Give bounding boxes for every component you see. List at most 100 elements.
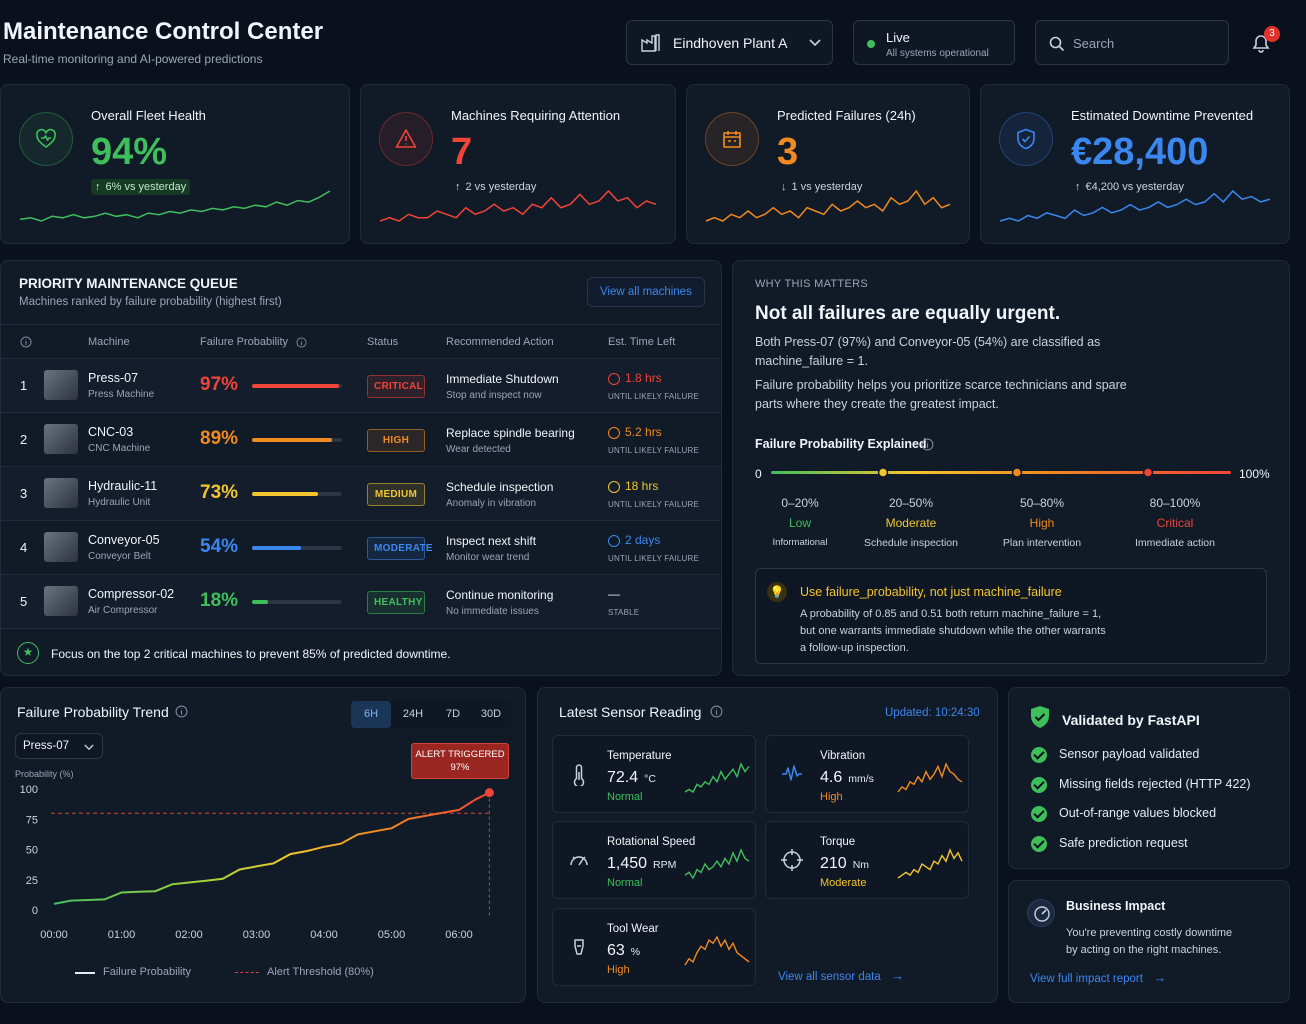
- alert-line-2: 97%: [450, 762, 470, 773]
- live-sub: All systems operational: [886, 48, 989, 59]
- impact-report-link[interactable]: View full impact report →: [1030, 969, 1166, 987]
- kpi-delta-text: 2 vs yesterday: [465, 181, 537, 193]
- status-badge: CRITICAL: [367, 375, 425, 398]
- time-left: 2 days: [625, 533, 661, 547]
- sensor-state: Normal: [607, 791, 643, 803]
- sensor-card[interactable]: Temperature 72.4 °C Normal: [552, 735, 756, 813]
- machine-select-value: Press-07: [23, 740, 70, 752]
- table-row[interactable]: 3 Hydraulic-11 Hydraulic Unit 73% MEDIUM Sche…: [1, 466, 721, 520]
- tip-title: Use failure_probability, not just machin…: [800, 585, 1062, 599]
- band-name: High: [1029, 516, 1055, 530]
- queue-title: PRIORITY MAINTENANCE QUEUE: [19, 276, 238, 291]
- table-row[interactable]: 5 Compressor-02 Air Compressor 18% HEALTHY Co…: [1, 574, 721, 628]
- view-all-sensors-link[interactable]: View all sensor data →: [778, 967, 904, 985]
- search-input[interactable]: Search: [1035, 20, 1229, 65]
- col-machine: Machine: [88, 336, 130, 348]
- check-circle-icon: [1031, 747, 1047, 763]
- machine-type: Air Compressor: [88, 605, 158, 616]
- check-circle-icon: [1031, 776, 1047, 793]
- alert-point[interactable]: [484, 788, 494, 798]
- machine-name: Compressor-02: [88, 587, 175, 601]
- validation-item: Sensor payload validated: [1031, 746, 1281, 766]
- sensor-reading: 63%: [607, 942, 640, 960]
- sensor-card[interactable]: Rotational Speed 1,450 RPM Normal: [552, 821, 756, 899]
- band-desc: Informational: [772, 537, 828, 548]
- validated-panel: Validated by FastAPI Sensor payload vali…: [1008, 687, 1290, 869]
- kpi-delta: ↑ 6% vs yesterday: [91, 179, 191, 195]
- speedometer-icon: [570, 856, 588, 866]
- sensor-state: High: [607, 964, 630, 976]
- queue-header-row: Machine Failure Probability Status Recom…: [1, 324, 721, 358]
- time-left-sub: STABLE: [608, 608, 640, 617]
- sensor-card[interactable]: Tool Wear 63% High: [552, 908, 756, 986]
- impact-panel: Business Impact You're preventing costly…: [1008, 880, 1290, 1003]
- explained-title: Failure Probability Explained: [755, 437, 927, 451]
- row-rank: 3: [20, 486, 28, 501]
- table-row[interactable]: 4 Conveyor-05 Conveyor Belt 54% MODERATE Insp…: [1, 520, 721, 574]
- kpi-sparkline: [19, 190, 331, 222]
- band-name: Low: [788, 516, 811, 530]
- validation-item: Missing fields rejected (HTTP 422): [1031, 776, 1281, 796]
- failure-probability: 97%: [200, 374, 239, 395]
- range-tab-24h[interactable]: 24H: [402, 708, 424, 720]
- scale-marker-80: [1142, 467, 1154, 478]
- delta-arrow-icon: ↑: [455, 181, 461, 193]
- sensor-card[interactable]: Torque 210 Nm Moderate: [765, 821, 969, 899]
- kpi-value: 3: [777, 131, 799, 173]
- impact-line-2: by acting on the right machines.: [1066, 944, 1222, 956]
- chevron-down-icon: [809, 39, 821, 47]
- info-icon: [710, 705, 723, 718]
- kpi-delta-text: 1 vs yesterday: [791, 181, 863, 193]
- range-tab-6h[interactable]: 6H: [351, 701, 391, 728]
- sensor-card[interactable]: Vibration 4.6 mm/s High: [765, 735, 969, 813]
- view-all-sensors-label: View all sensor data: [778, 971, 881, 983]
- delta-arrow-icon: ↓: [781, 181, 787, 193]
- info-icon: [20, 336, 32, 348]
- sensor-value: 72.4: [607, 769, 639, 786]
- machine-name: Hydraulic-11: [88, 479, 158, 493]
- range-tab-30d[interactable]: 30D: [480, 708, 502, 720]
- page-title: Maintenance Control Center: [3, 18, 324, 45]
- sensor-reading: 4.6 mm/s: [820, 769, 874, 787]
- view-all-machines-button[interactable]: View all machines: [587, 277, 705, 307]
- time-left: 18 hrs: [625, 479, 659, 493]
- range-tab-7d[interactable]: 7D: [445, 708, 461, 720]
- sensor-sparkline: [684, 935, 750, 966]
- clock-icon: [608, 373, 620, 385]
- table-row[interactable]: 1 Press-07 Press Machine 97% CRITICAL Immedia…: [1, 358, 721, 412]
- sensor-state: Moderate: [820, 877, 867, 889]
- trend-title: Failure Probability Trend: [17, 704, 169, 720]
- impact-link-label: View full impact report: [1030, 973, 1143, 985]
- x-tick-label: 05:00: [378, 929, 406, 941]
- probability-bar: [252, 492, 342, 496]
- notifications-button[interactable]: 3: [1248, 26, 1280, 58]
- time-left: 1.8 hrs: [625, 371, 662, 385]
- warning-icon: [379, 112, 433, 166]
- thermometer-icon: [573, 764, 585, 786]
- machine-select[interactable]: Press-07: [15, 733, 103, 759]
- time-left-sub: UNTIL LIKELY FAILURE: [608, 554, 699, 563]
- kpi-value: €28,400: [1071, 131, 1209, 173]
- sensor-state: High: [820, 791, 843, 803]
- table-row[interactable]: 2 CNC-03 CNC Machine 89% HIGH Replace spindle…: [1, 412, 721, 466]
- recommended-action: Schedule inspection: [446, 480, 554, 494]
- plant-label: Eindhoven Plant A: [673, 35, 788, 51]
- series-line: [53, 791, 490, 905]
- status-badge: HIGH: [367, 429, 425, 452]
- probability-bar-fill: [252, 384, 340, 388]
- why-heading: Not all failures are equally urgent.: [755, 303, 1061, 324]
- plant-selector[interactable]: Eindhoven Plant A: [626, 20, 833, 65]
- col-time: Est. Time Left: [608, 336, 676, 348]
- info-icon: [296, 337, 307, 348]
- queue-subtitle: Machines ranked by failure probability (…: [19, 296, 282, 308]
- priority-queue-panel: PRIORITY MAINTENANCE QUEUE Machines rank…: [0, 260, 722, 676]
- sensor-reading: 72.4 °C: [607, 769, 656, 787]
- shield-icon: [999, 112, 1053, 166]
- probability-band: 50–80% High Plan intervention: [972, 496, 1112, 549]
- tip-line-3: a follow-up inspection.: [800, 642, 909, 654]
- sensor-value: 4.6: [820, 769, 843, 786]
- band-desc: Schedule inspection: [864, 537, 958, 549]
- action-detail: Monitor wear trend: [446, 552, 530, 563]
- sensor-state: Normal: [607, 877, 643, 889]
- bell-icon: [1252, 35, 1270, 53]
